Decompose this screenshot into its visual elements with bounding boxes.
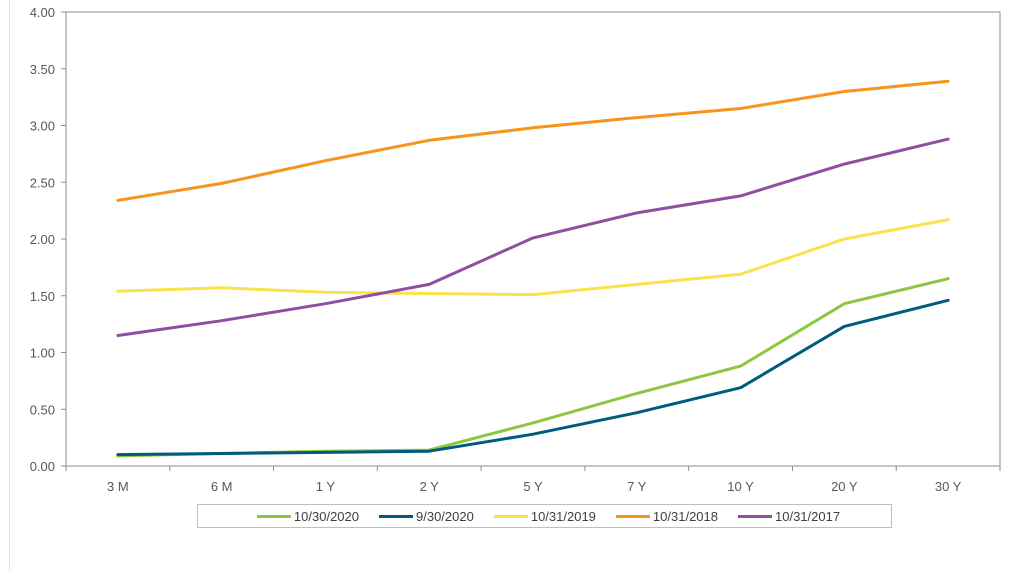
x-tick-label: 3 M (107, 479, 129, 494)
x-tick-label: 2 Y (420, 479, 440, 494)
y-tick-label: 1.00 (30, 346, 55, 361)
series-line-10-31-2017 (116, 137, 950, 337)
series-line-9-30-2020 (116, 298, 950, 457)
y-tick-label: 2.50 (30, 175, 55, 190)
series-line-10-31-2019 (116, 218, 950, 297)
legend-swatch (738, 514, 772, 518)
x-tick-label: 20 Y (831, 479, 858, 494)
legend-label: 10/31/2017 (775, 508, 841, 524)
chart-legend: 10/30/2020 9/30/2020 10/31/2019 10/31/2018 1… (197, 504, 892, 528)
x-tick-label: 6 M (211, 479, 233, 494)
legend-label: 10/31/2018 (652, 508, 718, 524)
page-left-border (9, 0, 10, 571)
y-tick-label: 2.00 (30, 232, 55, 247)
y-tick-label: 3.00 (30, 119, 55, 134)
legend-item: 9/30/2020 (379, 509, 474, 524)
legend-item: 10/31/2019 (493, 508, 596, 524)
legend-label: 10/31/2019 (530, 508, 596, 524)
legend-label: 10/30/2020 (293, 508, 359, 524)
legend-item: 10/31/2017 (738, 509, 840, 524)
legend-item: 10/30/2020 (256, 508, 359, 524)
legend-swatch (493, 514, 528, 518)
y-tick-label: 3.50 (30, 62, 55, 77)
legend-swatch (379, 514, 413, 518)
x-tick-label: 5 Y (523, 479, 543, 494)
series-line-10-30-2020 (116, 277, 950, 458)
legend-label: 9/30/2020 (416, 508, 474, 524)
x-tick-label: 7 Y (627, 479, 647, 494)
x-tick-label: 30 Y (935, 479, 962, 494)
legend-swatch (615, 514, 650, 518)
legend-item: 10/31/2018 (615, 508, 718, 524)
y-tick-label: 0.00 (30, 459, 55, 474)
x-tick-label: 1 Y (316, 479, 336, 494)
legend-swatch (256, 514, 291, 518)
x-tick-label: 10 Y (727, 479, 754, 494)
series-line-10-31-2018 (116, 79, 950, 202)
y-tick-label: 1.50 (30, 289, 55, 304)
y-tick-label: 0.50 (30, 402, 55, 417)
chart-series-lines (116, 79, 950, 458)
y-tick-label: 4.00 (30, 5, 55, 20)
chart-axes: 0.00 0.50 1.00 1.50 2.00 2.50 3.00 3.50 4.00 3 M 6… (30, 5, 1001, 494)
